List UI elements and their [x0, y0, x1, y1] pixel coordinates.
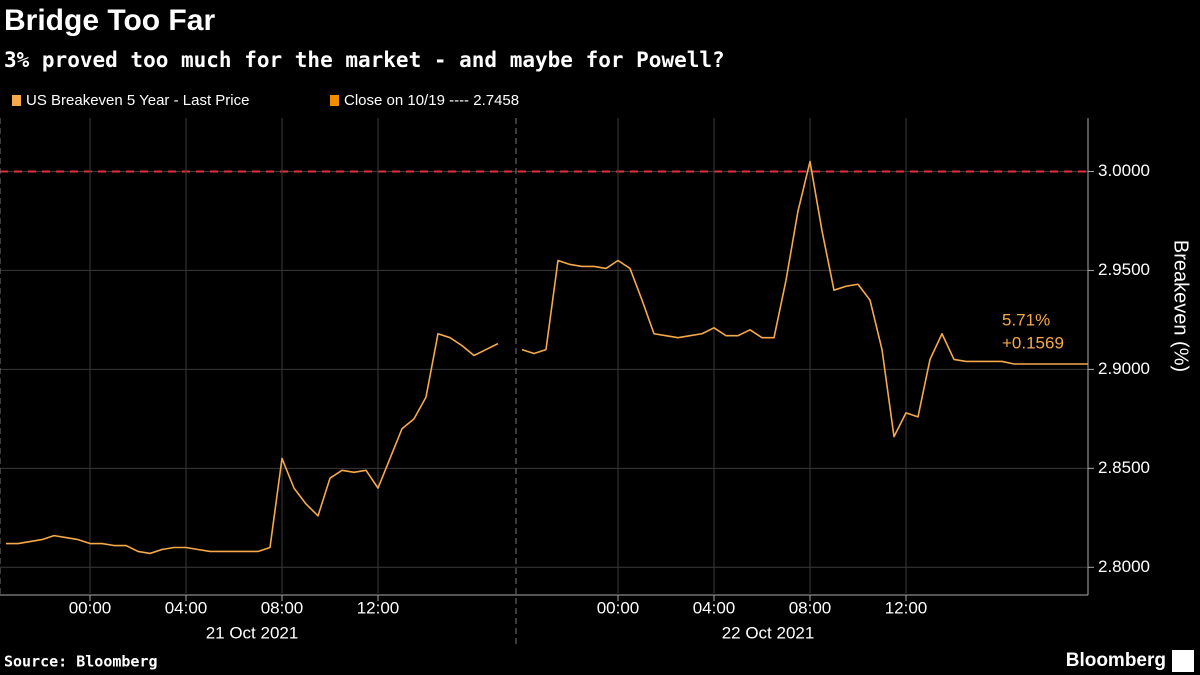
- legend-label: Close on 10/19 ---- 2.7458: [344, 92, 519, 109]
- chart-subtitle: 3% proved too much for the market - and …: [4, 48, 725, 72]
- x-tick-label: 08:00: [261, 598, 304, 617]
- x-date-label: 22 Oct 2021: [722, 623, 815, 642]
- y-tick-label: 3.0000: [1098, 161, 1150, 180]
- x-tick-label: 00:00: [69, 598, 112, 617]
- last-label: 5.71%: [1002, 311, 1050, 330]
- x-tick-label: 04:00: [693, 598, 736, 617]
- y-tick-label: 2.8500: [1098, 458, 1150, 477]
- line-series: [6, 332, 499, 555]
- x-tick-label: 12:00: [885, 598, 928, 617]
- brand-logo: [1172, 650, 1194, 672]
- legend-label: US Breakeven 5 Year - Last Price: [26, 92, 249, 109]
- y-tick-label: 2.9500: [1098, 260, 1150, 279]
- last-label: +0.1569: [1002, 334, 1064, 353]
- x-tick-label: 04:00: [165, 598, 208, 617]
- brand: Bloomberg: [1066, 650, 1166, 671]
- y-tick-label: 2.9000: [1098, 359, 1150, 378]
- x-tick-label: 12:00: [357, 598, 400, 617]
- y-tick-label: 2.8000: [1098, 557, 1150, 576]
- x-tick-label: 08:00: [789, 598, 832, 617]
- legend-swatch: [330, 95, 339, 106]
- x-date-label: 21 Oct 2021: [206, 623, 299, 642]
- y-axis-label: Breakeven (%): [1170, 240, 1192, 372]
- legend-swatch: [12, 95, 21, 106]
- line-series: [521, 160, 1015, 438]
- x-tick-label: 00:00: [597, 598, 640, 617]
- source: Source: Bloomberg: [4, 653, 158, 671]
- chart-title: Bridge Too Far: [4, 4, 215, 37]
